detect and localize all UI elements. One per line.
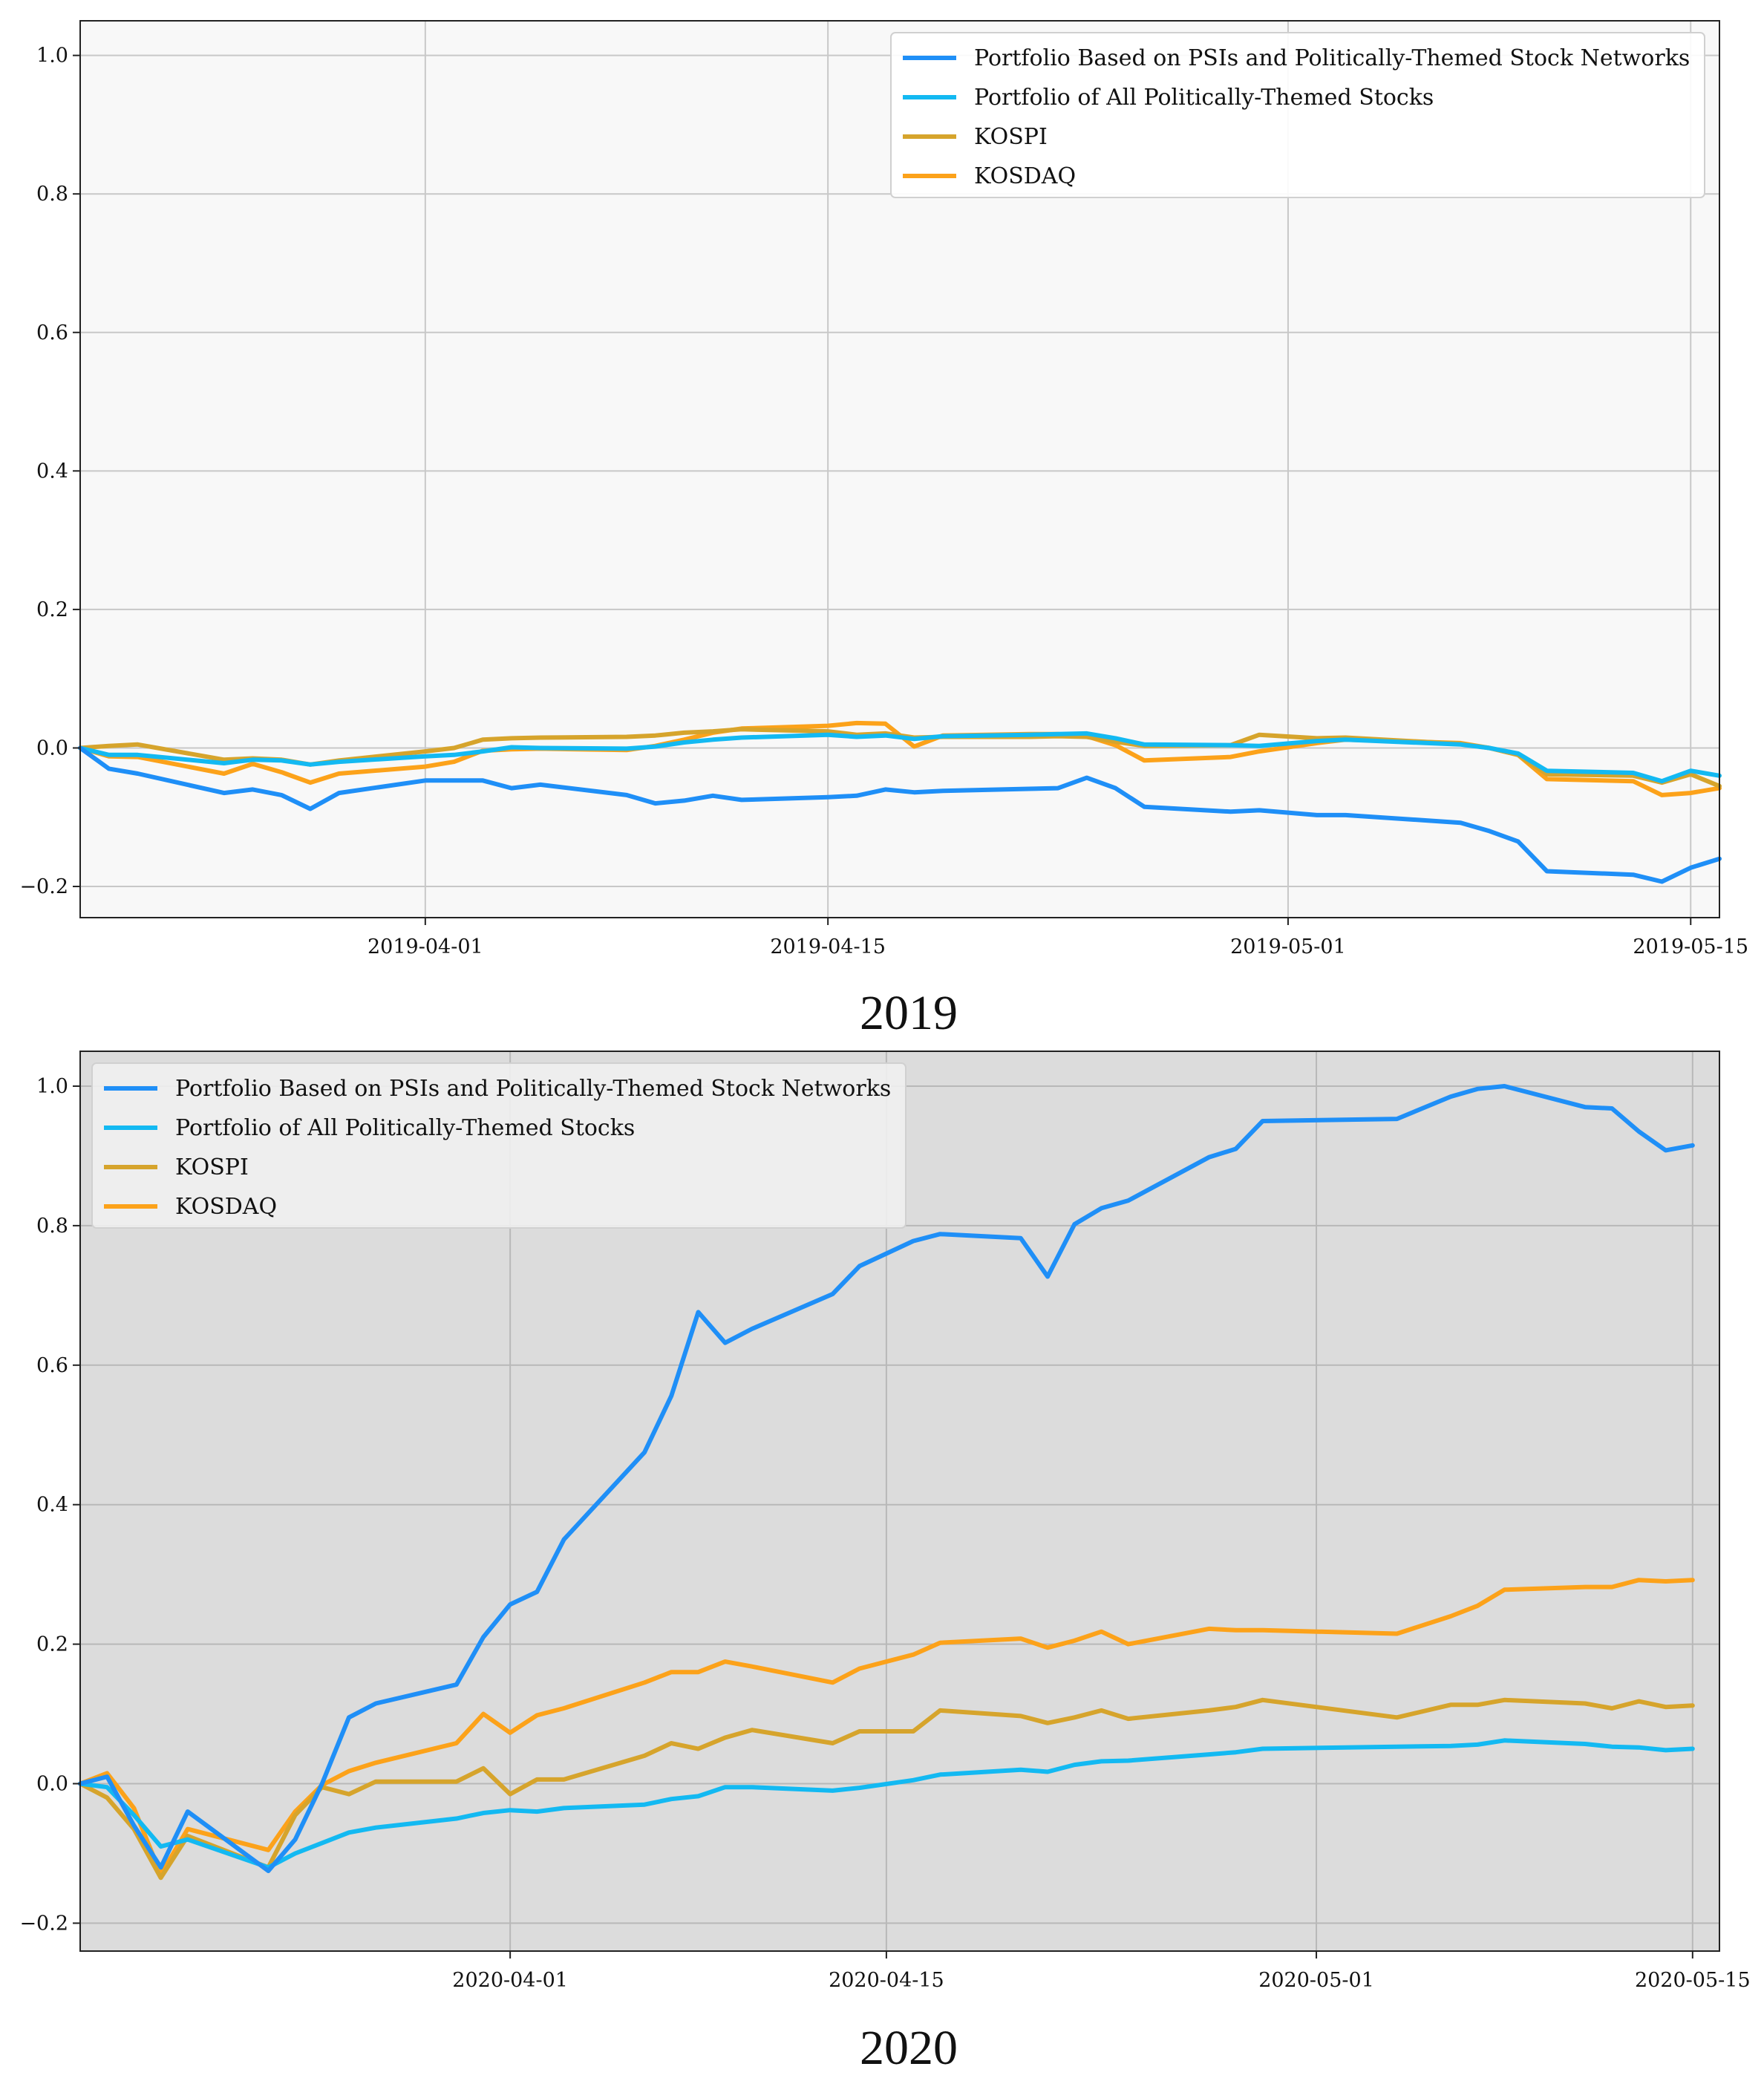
legend-label: KOSPI: [175, 1154, 249, 1180]
legend-label: Portfolio Based on PSIs and Politically-…: [175, 1076, 891, 1102]
caption-2020: 2020: [860, 2021, 958, 2075]
y-tick-label: 1.0: [36, 45, 68, 68]
y-tick-label: 0.0: [36, 736, 68, 759]
y-ticks-2019: −0.2 0.0 0.2 0.4 0.6 0.8 1.0: [19, 45, 80, 898]
legend-box-2019: [890, 32, 1705, 198]
chart-2019: −0.20.00.20.40.60.81.0 2019-04-01 2019-04…: [19, 20, 1748, 1040]
series-line: [78, 1084, 1695, 1873]
x-tick-label: 2020-04-15: [829, 1969, 944, 1992]
x-tick-label: 2019-05-01: [1230, 935, 1346, 958]
legend-2020: Portfolio Based on PSIs and Politically-…: [91, 1062, 906, 1229]
y-tick-label: 0.0: [36, 1773, 68, 1796]
series-line: [78, 1738, 1695, 1870]
x-ticks-2019: 2019-04-01 2019-04-15 2019-05-01 2019-05-15: [368, 918, 1748, 958]
x-tick-label: 2019-05-15: [1633, 935, 1748, 958]
x-tick-label: 2020-05-01: [1258, 1969, 1374, 1992]
legend-label: KOSDAQ: [974, 163, 1076, 189]
y-tick-label: 0.6: [36, 1354, 68, 1377]
y-tick-label: 0.6: [36, 321, 68, 344]
series-line: [78, 745, 1722, 884]
series-line: [78, 731, 1722, 784]
series-2020: [78, 1084, 1695, 1881]
series-2019: [78, 720, 1722, 884]
y-tick-label: 0.2: [36, 1633, 68, 1656]
x-tick-label: 2020-04-01: [452, 1969, 568, 1992]
x-tick-label: 2019-04-01: [368, 935, 483, 958]
y-tick-label: 0.4: [36, 1494, 68, 1517]
y-ticks-2020: −0.2 0.0 0.2 0.4 0.6 0.8 1.0: [19, 1075, 80, 1935]
legend-label: KOSDAQ: [175, 1194, 277, 1220]
caption-2019: 2019: [860, 986, 958, 1040]
legend-label: KOSPI: [974, 124, 1048, 150]
legend-box-2020: [91, 1062, 906, 1229]
y-tick-label: −0.2: [19, 1912, 68, 1935]
plot-frame-2020: [79, 1051, 1720, 1952]
y-tick-label: 0.8: [36, 183, 68, 206]
series-line: [78, 1697, 1695, 1881]
legend-2019: Portfolio Based on PSIs and Politically-…: [890, 32, 1705, 198]
legend-label: Portfolio of All Politically-Themed Stoc…: [974, 85, 1434, 111]
y-tick-label: −0.2: [19, 875, 68, 898]
x-tick-label: 2019-04-15: [770, 935, 886, 958]
legend-label: Portfolio of All Politically-Themed Stoc…: [175, 1115, 635, 1141]
plot-frame-2019: [79, 20, 1720, 918]
legend-label: Portfolio Based on PSIs and Politically-…: [974, 45, 1690, 71]
y-tick-label: 1.0: [36, 1075, 68, 1098]
grid-2019: [80, 21, 1719, 918]
chart-2020: −0.20.00.20.40.60.81.0 2020-04-01 2020-04…: [19, 1051, 1751, 2075]
y-tick-label: 0.2: [36, 598, 68, 621]
y-tick-label: 0.4: [36, 460, 68, 483]
x-tick-label: 2020-05-15: [1635, 1969, 1751, 1992]
x-ticks-2020: 2020-04-01 2020-04-15 2020-05-01 2020-05-15: [452, 1951, 1751, 1992]
y-tick-label: 0.8: [36, 1215, 68, 1238]
